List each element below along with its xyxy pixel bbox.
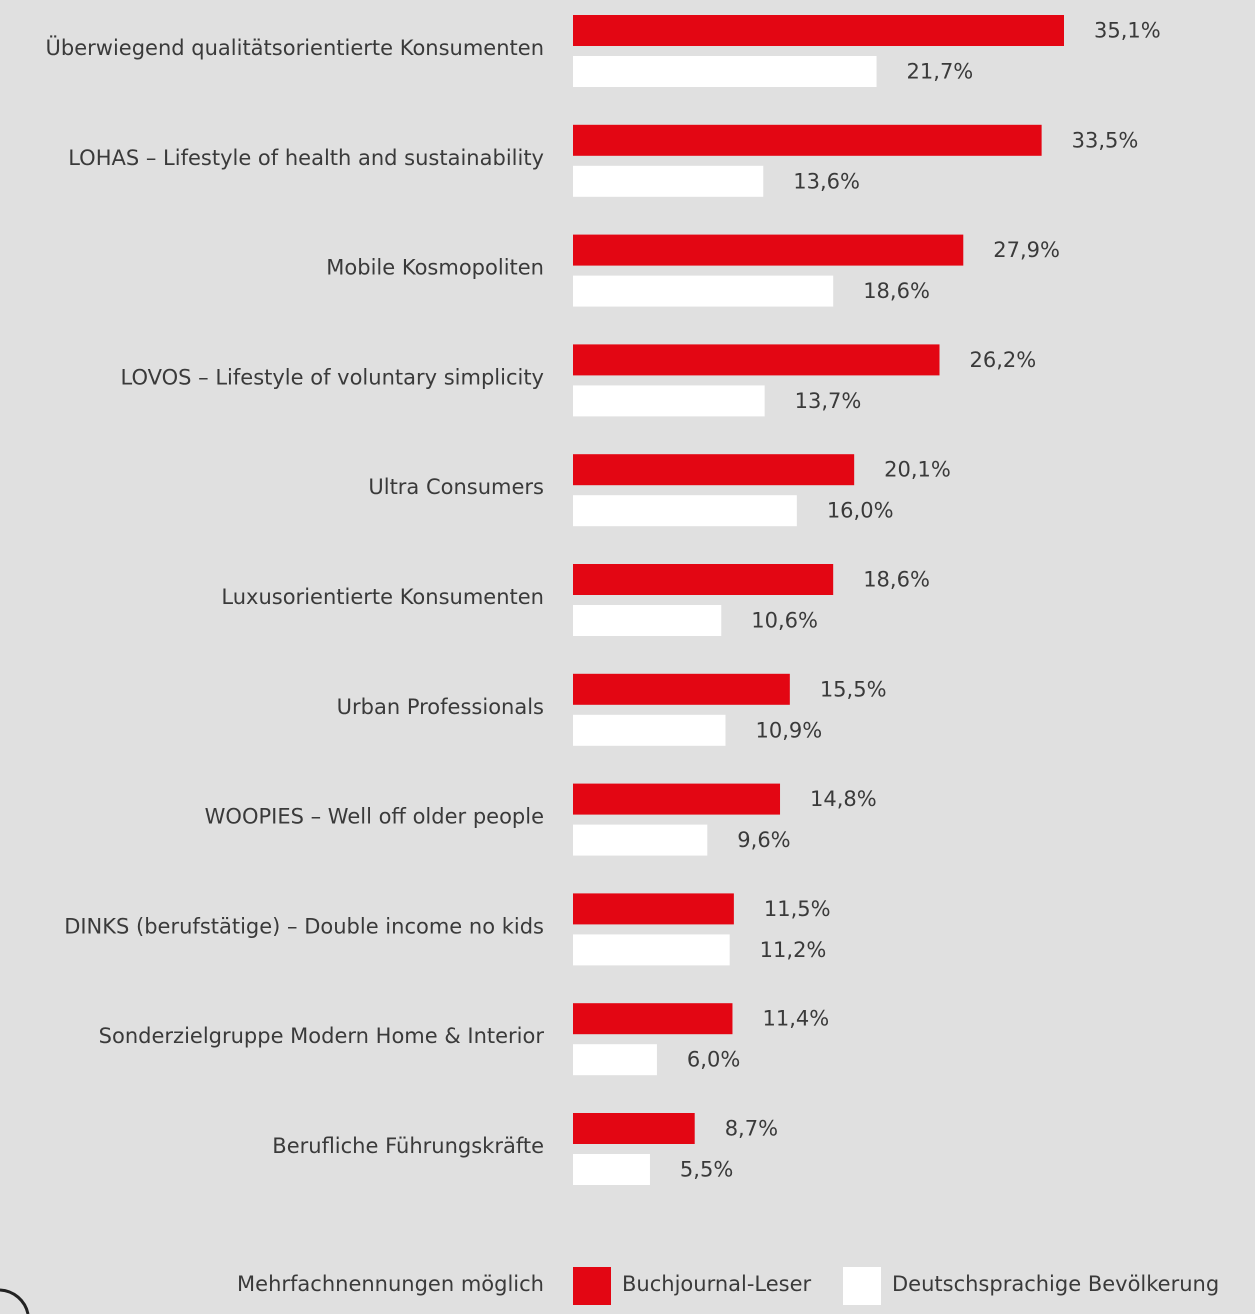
legend-label: Deutschsprachige Bevölkerung — [892, 1272, 1219, 1296]
value-label: 10,6% — [751, 609, 818, 633]
value-label: 15,5% — [820, 677, 887, 701]
value-label: 11,5% — [764, 897, 831, 921]
category-label: Überwiegend qualitätsorientierte Konsume… — [46, 35, 544, 60]
bar — [573, 15, 1064, 46]
value-label: 27,9% — [993, 238, 1060, 262]
bar — [573, 344, 940, 376]
category-label: Urban Professionals — [337, 695, 544, 719]
value-label: 9,6% — [737, 828, 790, 852]
category-label: WOOPIES – Well off older people — [205, 805, 544, 829]
value-label: 11,4% — [762, 1007, 829, 1031]
note: Mehrfachnennungen möglich — [237, 1272, 544, 1296]
value-label: 8,7% — [725, 1117, 778, 1141]
bar — [573, 673, 790, 705]
legend-label: Buchjournal-Leser — [622, 1272, 812, 1296]
value-label: 20,1% — [884, 458, 951, 482]
category-label: Sonderzielgruppe Modern Home & Interior — [99, 1024, 545, 1048]
value-label: 14,8% — [810, 787, 877, 811]
value-label: 21,7% — [907, 60, 974, 84]
bar — [573, 714, 726, 746]
bar — [573, 275, 834, 307]
category-label: LOVOS – Lifestyle of voluntary simplicit… — [121, 365, 544, 389]
bar — [573, 234, 964, 266]
bar — [573, 783, 781, 815]
bar — [573, 165, 764, 197]
value-label: 18,6% — [863, 568, 930, 592]
value-label: 11,2% — [760, 938, 827, 962]
category-label: DINKS (berufstätige) – Double income no … — [64, 914, 544, 938]
value-label: 33,5% — [1072, 128, 1139, 152]
bar — [573, 454, 855, 486]
category-label: Luxusorientierte Konsumenten — [221, 585, 544, 609]
value-label: 16,0% — [827, 499, 894, 523]
bar — [573, 1154, 650, 1185]
bar — [573, 1003, 733, 1035]
bar — [573, 385, 765, 417]
bar — [573, 605, 722, 636]
value-label: 13,7% — [795, 389, 862, 413]
bar — [573, 56, 877, 87]
value-label: 35,1% — [1094, 19, 1161, 43]
category-label: LOHAS – Lifestyle of health and sustaina… — [68, 146, 544, 170]
value-label: 13,6% — [793, 169, 860, 193]
category-label: Berufliche Führungskräfte — [272, 1134, 544, 1158]
bar — [573, 124, 1042, 156]
bar — [573, 934, 730, 966]
value-label: 26,2% — [970, 348, 1037, 372]
value-label: 10,9% — [755, 718, 822, 742]
decoration — [0, 1288, 30, 1314]
value-label: 18,6% — [863, 279, 930, 303]
value-label: 5,5% — [680, 1158, 733, 1182]
category-label: Ultra Consumers — [368, 475, 544, 499]
legend-swatch — [843, 1267, 881, 1305]
bar — [573, 564, 834, 595]
bar — [573, 824, 708, 856]
legend-swatch — [573, 1267, 611, 1305]
bar — [573, 495, 797, 527]
category-label: Mobile Kosmopoliten — [326, 256, 544, 280]
value-label: 6,0% — [687, 1048, 740, 1072]
bar — [573, 1113, 695, 1144]
bar — [573, 893, 734, 925]
bar — [573, 1044, 657, 1076]
